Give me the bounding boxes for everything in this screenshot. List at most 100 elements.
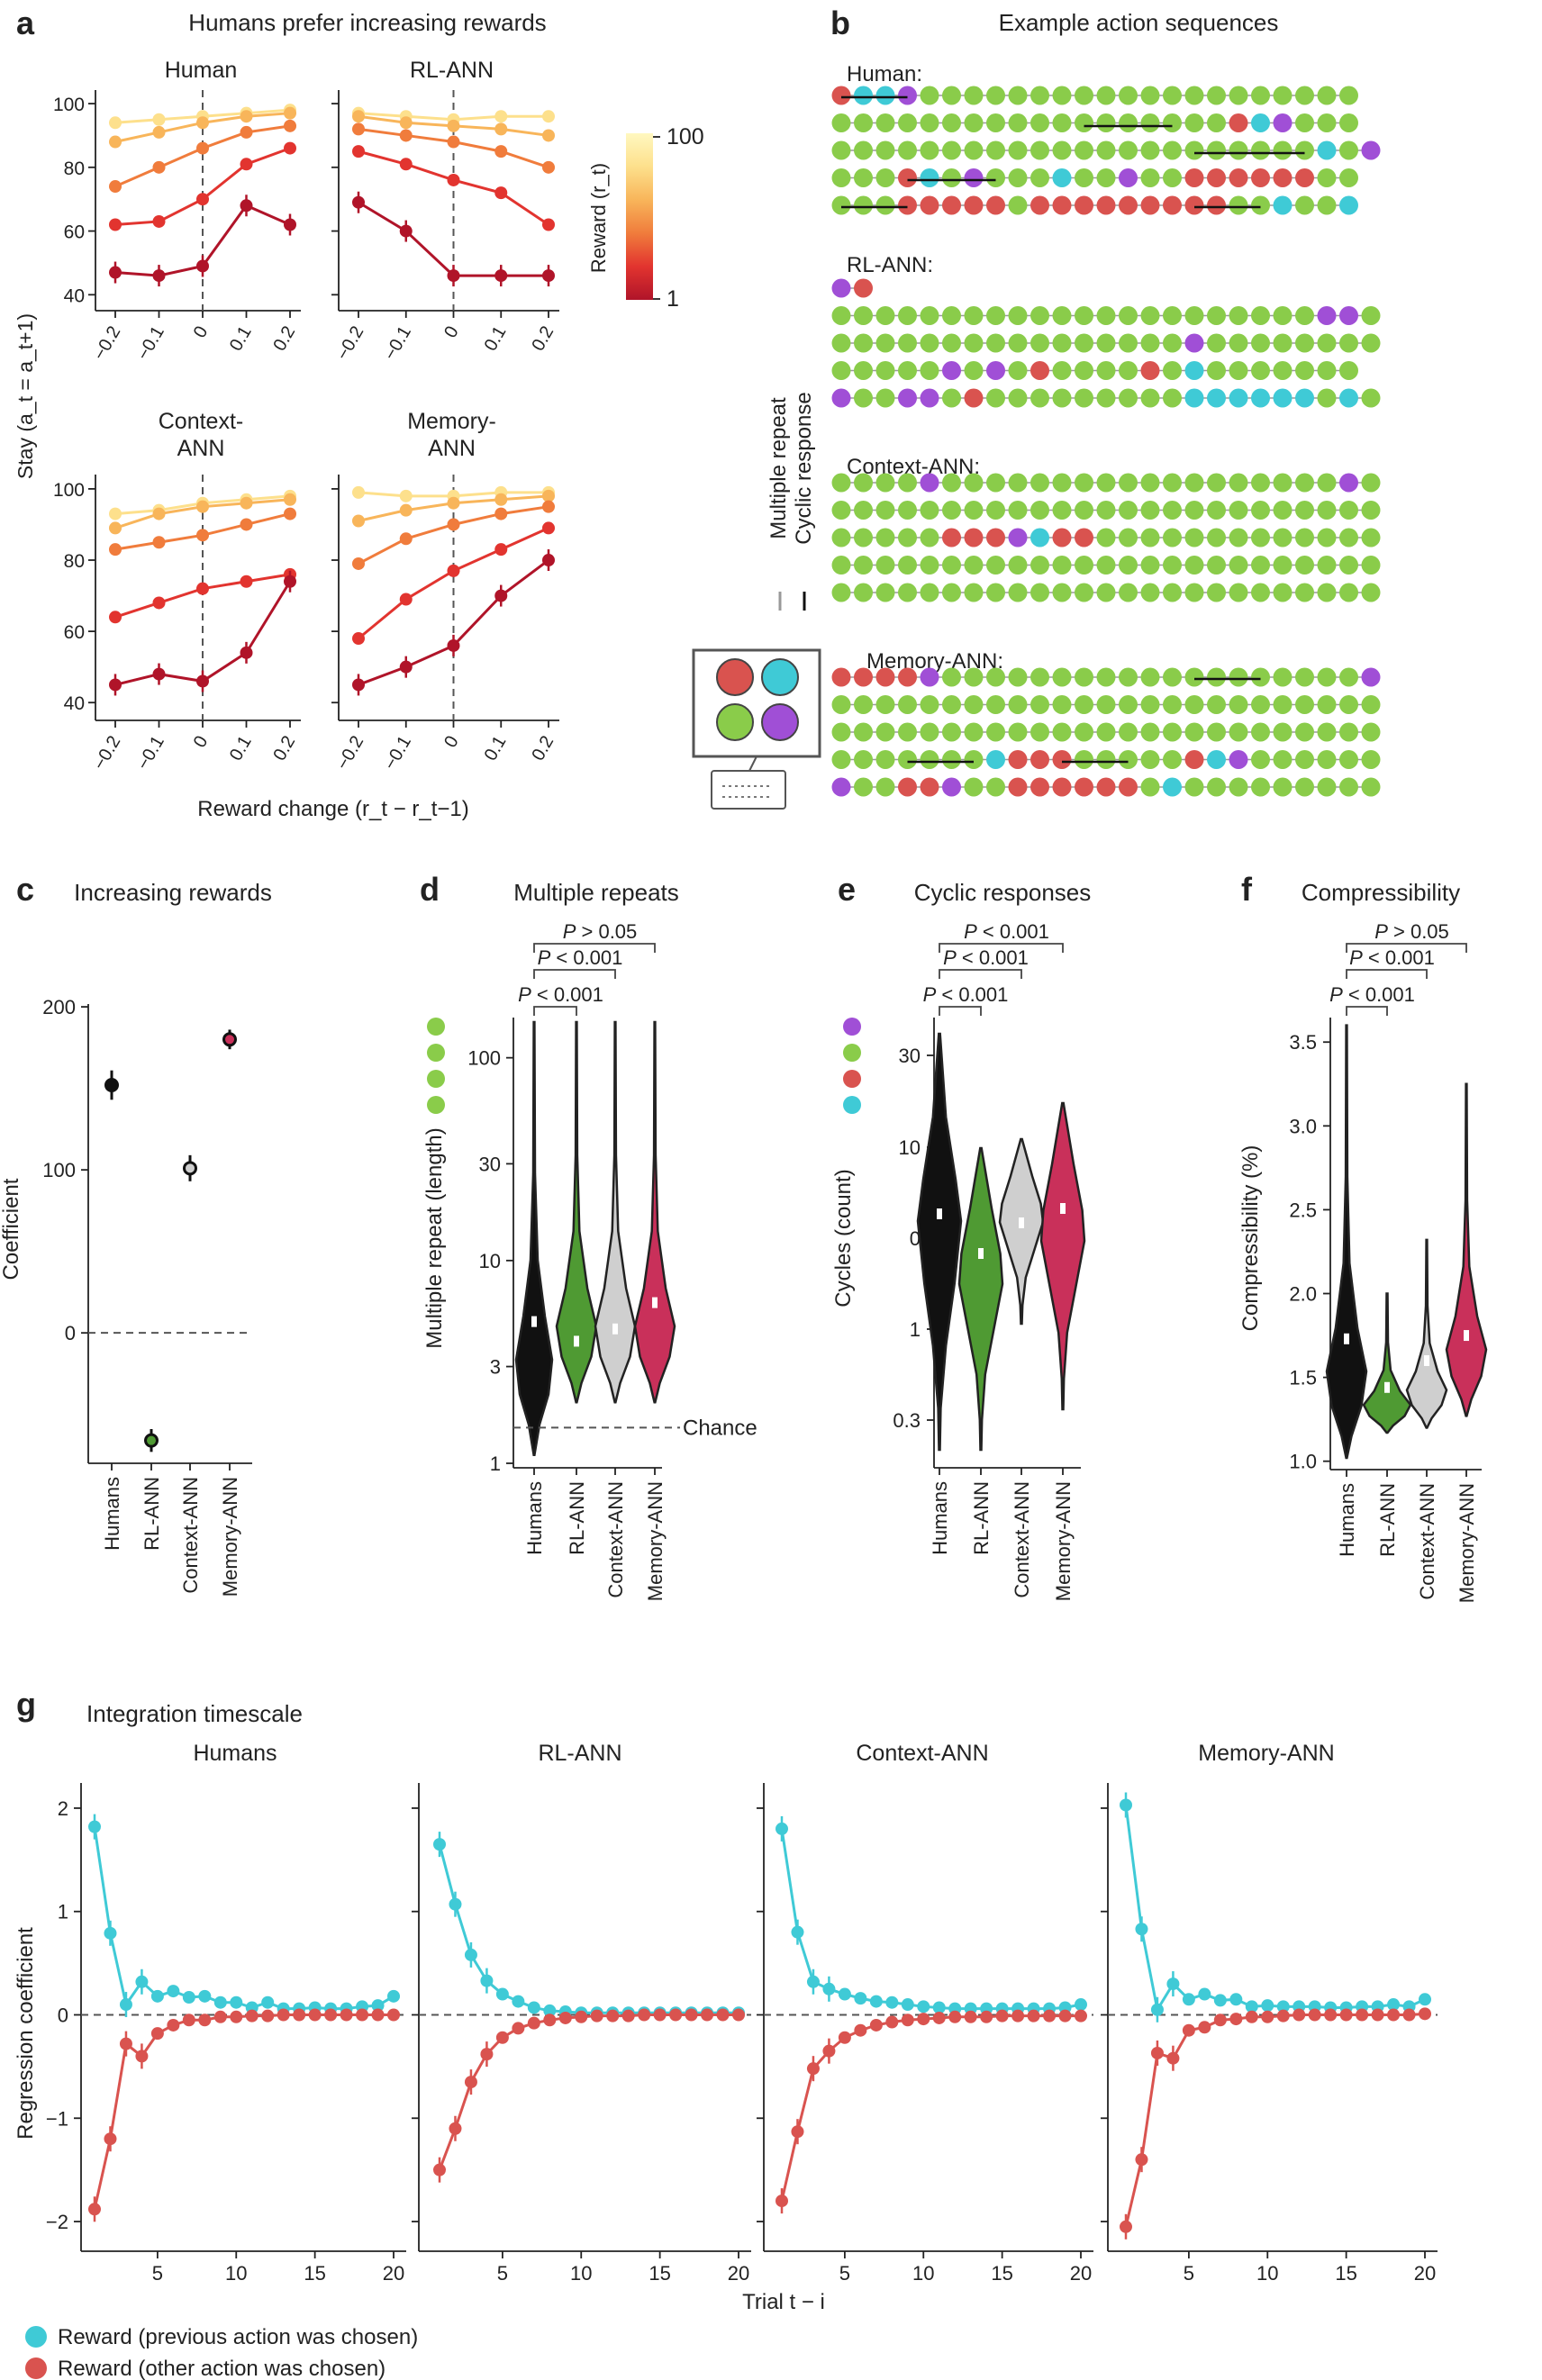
- action-dot: [1339, 361, 1358, 380]
- action-dot: [1140, 750, 1160, 769]
- series-line: [438, 1843, 739, 2014]
- monitor-icon: [692, 648, 821, 810]
- data-point: [716, 2008, 730, 2022]
- action-dot: [1119, 388, 1138, 408]
- x-tick-label: 0.2: [528, 733, 558, 765]
- y-tick-label: 0.3: [893, 1409, 921, 1432]
- action-dot: [964, 473, 984, 493]
- y-tick-label: 0: [65, 1322, 76, 1344]
- data-point: [352, 632, 365, 646]
- action-dot: [942, 667, 961, 687]
- data-point: [240, 110, 253, 123]
- action-dot: [1052, 140, 1072, 160]
- sequence-group: Human:: [831, 62, 1381, 215]
- action-dot: [1317, 333, 1337, 353]
- violin-median: [1019, 1217, 1024, 1228]
- data-point: [1135, 2153, 1148, 2167]
- action-dot: [1030, 195, 1049, 215]
- action-dot: [1207, 86, 1226, 105]
- action-dot: [1207, 168, 1226, 187]
- action-dot: [1229, 777, 1248, 797]
- data-point: [152, 160, 166, 174]
- action-dot: [1295, 195, 1314, 215]
- action-dot: [1030, 583, 1049, 602]
- violin-body: [916, 1032, 963, 1452]
- violin-body: [998, 1137, 1045, 1326]
- data-point: [1182, 2023, 1195, 2037]
- series-line: [780, 1828, 1082, 2011]
- action-dot: [1008, 333, 1028, 353]
- y-tick-label: 80: [64, 158, 85, 179]
- action-dot: [1295, 361, 1314, 380]
- significance-bracket: [1346, 1006, 1388, 1016]
- action-dot: [1361, 556, 1381, 575]
- data-point: [980, 2010, 993, 2023]
- data-point: [1245, 2000, 1258, 2013]
- action-dot: [1251, 556, 1270, 575]
- data-point: [543, 2013, 557, 2027]
- action-dot: [986, 388, 1005, 408]
- action-dot: [1317, 501, 1337, 520]
- action-dot: [1075, 361, 1093, 380]
- action-dot: [1008, 168, 1028, 187]
- action-dot: [1229, 195, 1248, 215]
- action-dot: [1361, 501, 1381, 520]
- action-dot: [964, 695, 984, 714]
- x-tick-label: 0.1: [481, 323, 511, 355]
- action-dot: [1096, 667, 1116, 687]
- action-dot: [1207, 777, 1226, 797]
- data-point: [1213, 2013, 1227, 2027]
- data-point: [638, 2008, 651, 2022]
- action-dot: [1052, 528, 1072, 547]
- action-dot: [875, 473, 895, 493]
- action-dot: [1052, 722, 1072, 742]
- action-dot: [831, 278, 851, 298]
- y-tick-label: 1.5: [1289, 1367, 1317, 1389]
- action-dot: [1207, 361, 1226, 380]
- data-point: [196, 193, 209, 206]
- significance-bracket: [533, 943, 656, 953]
- data-point: [494, 507, 508, 520]
- action-dot: [1229, 361, 1248, 380]
- panel-f-plot: 1.0 1.5 2.0 2.5 3.0 3.5 Humans RL-ANN Context-AN…: [1289, 920, 1488, 1603]
- action-dot: [1207, 722, 1226, 742]
- action-dot: [1251, 473, 1270, 493]
- panel-letter-f: f: [1241, 871, 1253, 908]
- action-dot: [1295, 168, 1314, 187]
- data-point: [284, 141, 296, 155]
- panel-g-title: Integration timescale: [86, 1700, 303, 1727]
- action-dot: [1339, 667, 1358, 687]
- action-dot: [1207, 306, 1226, 325]
- action-dot: [920, 86, 939, 105]
- action-dot: [920, 306, 939, 325]
- x-tick-label: −0.2: [90, 733, 125, 774]
- action-dot: [1140, 667, 1160, 687]
- x-tick-label: −0.1: [133, 323, 168, 364]
- action-dot: [898, 583, 917, 602]
- y-tick-label: 0: [58, 2004, 68, 2027]
- action-dot: [875, 722, 895, 742]
- legend-dot: [427, 1070, 445, 1088]
- sequence-group: RL-ANN:: [831, 253, 1381, 408]
- action-dot: [1119, 473, 1138, 493]
- subplot-title: RL-ANN: [538, 1741, 621, 1766]
- legend-label: Reward (other action was chosen): [58, 2357, 386, 2380]
- action-dot: [1075, 583, 1093, 602]
- data-point: [240, 575, 253, 588]
- action-dot: [831, 722, 851, 742]
- data-point: [464, 2076, 477, 2089]
- p-value-label: P < 0.001: [538, 946, 623, 969]
- data-point: [88, 1820, 101, 1833]
- action-dot: [942, 583, 961, 602]
- p-value-label: P > 0.05: [1374, 920, 1449, 943]
- x-tick-label: 0: [190, 323, 213, 342]
- data-point: [284, 119, 296, 132]
- x-tick-label: 5: [839, 2262, 850, 2285]
- y-tick-label: 2: [58, 1797, 68, 1820]
- data-point: [575, 2010, 588, 2023]
- action-dot: [1273, 195, 1293, 215]
- x-tick-label: −0.1: [380, 323, 415, 364]
- action-dot: [898, 722, 917, 742]
- action-dot: [1184, 722, 1204, 742]
- action-dot: [1339, 556, 1358, 575]
